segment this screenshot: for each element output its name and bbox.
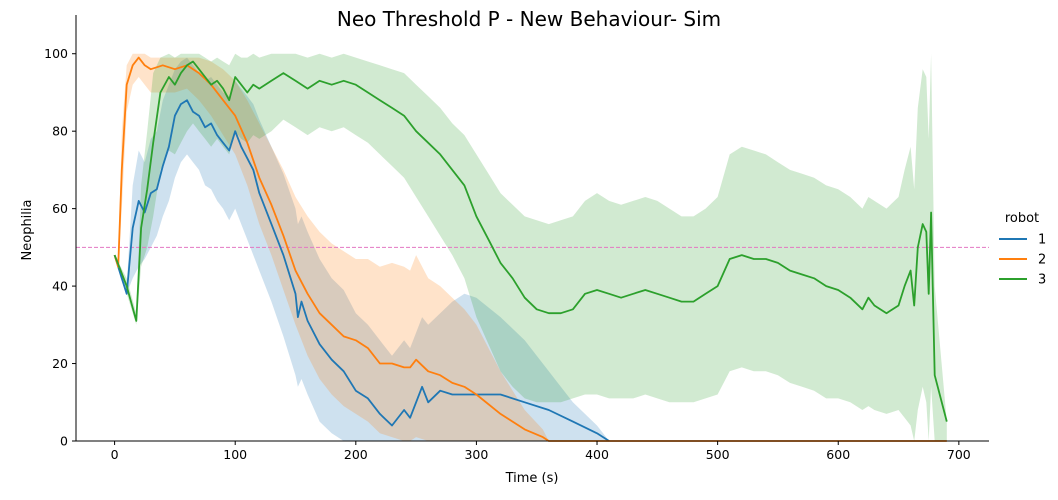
x-tick-label: 200: [344, 447, 368, 462]
legend: robot 1 2 3: [999, 211, 1046, 288]
x-axis-label: Time (s): [505, 471, 559, 486]
y-tick-label: 100: [44, 46, 68, 61]
y-tick-label: 20: [52, 356, 68, 371]
x-tick-label: 100: [223, 447, 247, 462]
x-tick-label: 300: [464, 447, 488, 462]
series-3-band: [114, 53, 947, 441]
y-tick-label: 60: [52, 201, 68, 216]
y-tick-label: 80: [52, 124, 68, 139]
legend-title: robot: [1005, 211, 1039, 226]
series-2-band: [114, 53, 947, 441]
legend-label-2: 2: [1038, 253, 1046, 268]
y-axis-label: Neophilia: [20, 200, 35, 261]
x-tick-label: 700: [947, 447, 971, 462]
series-3-line: [113, 60, 948, 422]
legend-label-1: 1: [1038, 233, 1046, 248]
series-1-band: [114, 57, 610, 441]
y-tick-label: 40: [52, 279, 68, 294]
legend-label-3: 3: [1038, 273, 1046, 288]
series-1-line: [113, 99, 610, 442]
chart-title: Neo Threshold P - New Behaviour- Sim: [337, 7, 721, 31]
x-ticks: 0 100 200 300 400 500 600 700: [111, 441, 971, 462]
series-2-line: [113, 56, 947, 442]
x-tick-label: 0: [111, 447, 119, 462]
x-tick-label: 600: [826, 447, 850, 462]
series-lines: [113, 56, 948, 442]
x-tick-label: 500: [706, 447, 730, 462]
y-tick-label: 0: [60, 434, 68, 449]
y-ticks: 0 20 40 60 80 100: [44, 46, 76, 449]
confidence-bands: [114, 53, 947, 441]
x-tick-label: 400: [585, 447, 609, 462]
